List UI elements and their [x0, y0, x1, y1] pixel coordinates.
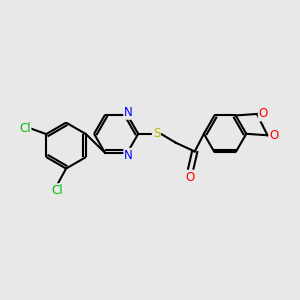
Text: Cl: Cl [19, 122, 31, 135]
Text: Cl: Cl [51, 184, 63, 197]
Text: O: O [269, 129, 279, 142]
Text: O: O [259, 107, 268, 121]
Text: N: N [124, 106, 133, 119]
Text: N: N [124, 149, 133, 162]
Text: O: O [186, 171, 195, 184]
Text: S: S [153, 127, 160, 140]
